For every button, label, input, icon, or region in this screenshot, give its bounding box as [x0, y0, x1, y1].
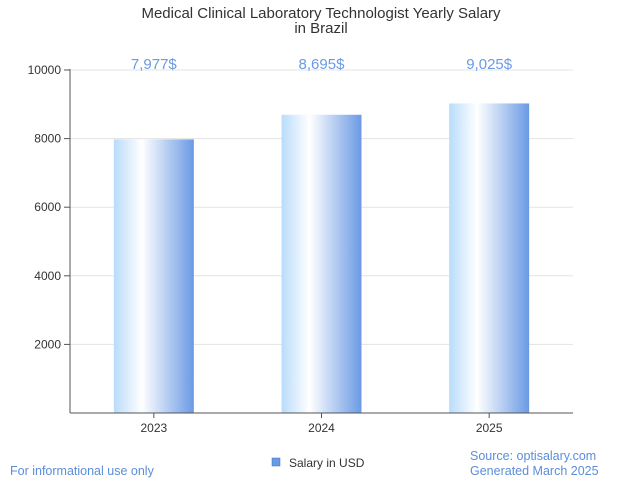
y-tick-label: 10000	[28, 63, 62, 77]
y-tick-label: 2000	[34, 337, 61, 351]
bar-2025	[449, 103, 530, 413]
x-tick-label-2024: 2024	[308, 421, 335, 435]
y-tick-label: 8000	[34, 132, 61, 146]
legend-label: Salary in USD	[289, 456, 365, 470]
legend-swatch	[271, 457, 281, 467]
y-tick-label: 4000	[34, 269, 61, 283]
chart-title: Medical Clinical Laboratory Technologist…	[141, 5, 501, 37]
bars	[113, 103, 530, 413]
y-tick-label: 6000	[34, 200, 61, 214]
x-tick-label-2023: 2023	[140, 421, 167, 435]
chart-title-line-1: Medical Clinical Laboratory Technologist…	[141, 5, 501, 22]
chart-title-line-2: in Brazil	[294, 20, 347, 37]
y-axis-ticks: 2000 4000 6000 8000 10000	[28, 63, 70, 351]
x-tick-label-2025: 2025	[476, 421, 503, 435]
data-labels: 7,977$ 8,695$ 9,025$	[131, 56, 513, 73]
legend: Salary in USD	[271, 456, 365, 470]
bar-2024	[281, 114, 362, 413]
data-label-2025: 9,025$	[466, 56, 513, 73]
x-axis-ticks: 2023 2024 2025	[140, 413, 503, 435]
footer-disclaimer: For informational use only	[10, 464, 155, 478]
data-label-2024: 8,695$	[299, 56, 346, 73]
footer-source: Source: optisalary.com	[470, 449, 596, 463]
data-label-2023: 7,977$	[131, 56, 178, 73]
footer-generated: Generated March 2025	[470, 464, 599, 478]
bar-2023	[113, 139, 194, 413]
